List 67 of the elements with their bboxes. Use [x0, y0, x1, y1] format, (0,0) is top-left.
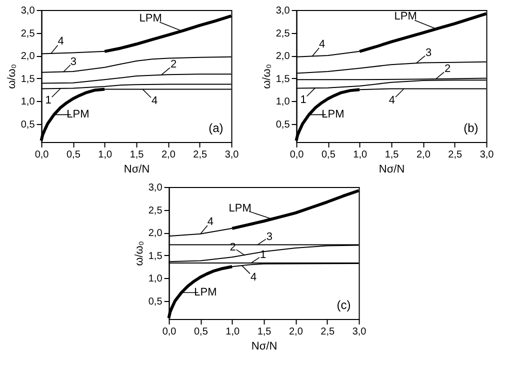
y-tick-label: 1,0: [148, 274, 163, 285]
y-axis-title: ω/ω₀: [260, 64, 273, 89]
x-tick-label: 2,0: [288, 326, 304, 338]
x-tick-label: 1,0: [98, 150, 112, 160]
x-tick-label: 0,5: [194, 326, 208, 338]
annotation: 4: [207, 216, 214, 228]
x-tick-label: 2,5: [193, 150, 208, 160]
annotation: 4: [319, 38, 326, 50]
y-tick-label: 2,0: [276, 51, 290, 62]
annotation: (c): [336, 298, 351, 312]
x-tick-label: 1,0: [226, 326, 240, 338]
y-tick-label: 1,5: [20, 74, 36, 85]
annotation: 4: [58, 36, 64, 48]
x-tick-label: 3,0: [352, 326, 367, 338]
y-tick-label: 0,5: [276, 119, 290, 130]
x-axis-title: Nσ/N: [378, 164, 405, 176]
y-tick-label: 3,0: [276, 6, 290, 16]
x-tick-label: 1,5: [130, 150, 144, 160]
y-tick-label: 2,0: [20, 51, 36, 62]
y-axis-title: ω/ω₀: [6, 64, 18, 89]
y-tick-label: 1,5: [276, 74, 290, 85]
y-tick-label: 2,0: [148, 228, 163, 240]
annotation: 4: [152, 95, 158, 108]
annotation: 4: [388, 94, 396, 107]
annotation: LPM: [139, 12, 162, 24]
y-tick-label: 0,5: [148, 296, 163, 308]
y-tick-label: 3,0: [20, 6, 36, 16]
x-tick-label: 3,0: [480, 150, 494, 160]
y-tick-label: 2,5: [20, 28, 36, 40]
x-tick-label: 0,0: [162, 326, 177, 338]
annotation: (a): [208, 121, 224, 135]
x-tick-label: 0,5: [66, 150, 81, 160]
x-tick-label: 2,5: [448, 150, 462, 160]
x-tick-label: 1,5: [384, 150, 400, 160]
annotation: 2: [444, 63, 451, 76]
x-tick-label: 1,5: [257, 326, 272, 338]
x-axis-title: Nσ/N: [251, 340, 278, 352]
annotation: 3: [266, 230, 273, 243]
x-tick-label: 3,0: [224, 150, 240, 160]
annotation: LPM: [394, 10, 417, 23]
y-tick-label: 3,0: [148, 182, 163, 194]
y-tick-label: 0,5: [20, 119, 36, 130]
x-tick-label: 0,0: [290, 150, 304, 160]
annotation: 1: [45, 94, 52, 107]
y-axis-title: ω/ω₀: [133, 241, 146, 266]
x-tick-label: 0,0: [34, 150, 50, 160]
annotation: LPM: [322, 108, 344, 121]
x-tick-label: 2,5: [320, 326, 335, 338]
x-axis-title: Nσ/N: [124, 164, 150, 176]
x-tick-label: 2,0: [416, 150, 431, 160]
annotation: (b): [464, 121, 478, 135]
y-tick-label: 1,5: [148, 250, 163, 262]
x-tick-label: 1,0: [353, 150, 368, 160]
y-tick-label: 1,0: [20, 96, 36, 108]
y-tick-label: 2,5: [276, 28, 290, 40]
y-tick-label: 1,0: [276, 96, 290, 108]
annotation: 1: [300, 94, 306, 106]
x-tick-label: 2,0: [161, 150, 176, 160]
annotation: 3: [426, 46, 432, 59]
y-tick-label: 2,5: [148, 205, 163, 216]
annotation: 4: [250, 271, 257, 284]
annotation: LPM: [228, 202, 252, 214]
x-tick-label: 0,5: [321, 150, 336, 160]
annotation: LPM: [66, 108, 90, 121]
annotation: 2: [170, 58, 177, 71]
annotation: 3: [70, 56, 77, 68]
annotation: LPM: [194, 286, 217, 299]
